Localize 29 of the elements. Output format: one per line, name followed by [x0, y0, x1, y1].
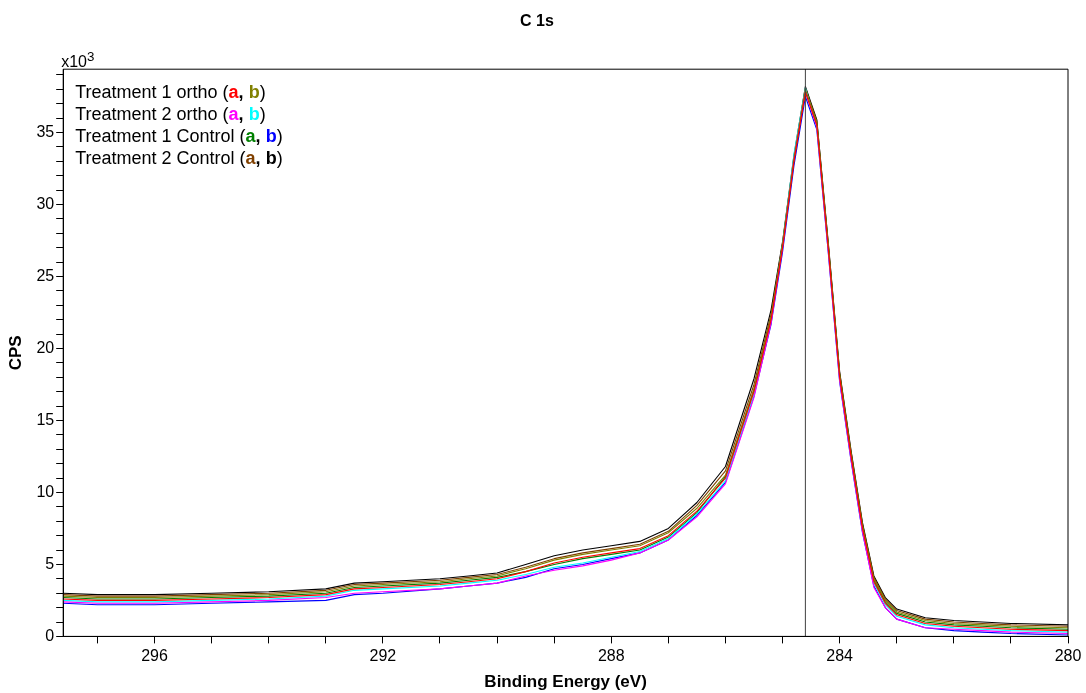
text: a,: [245, 126, 261, 147]
x-tick-label: 280: [1054, 647, 1082, 665]
x-tick-label: 292: [369, 647, 397, 665]
annotation: Treatment 2 ortho (: [75, 104, 229, 125]
annotation: Treatment 1 Control (: [75, 126, 246, 147]
y-axis-title: CPS: [5, 335, 25, 371]
y-tick-label: 5: [45, 554, 55, 572]
x-tick-label: 296: [141, 647, 168, 665]
chart-title: C 1s: [520, 12, 554, 30]
text: b): [248, 104, 266, 125]
x-tick-label: 288: [597, 647, 625, 665]
y-tick-label: 20: [36, 338, 55, 356]
x-tick-label: 284: [826, 647, 854, 665]
y-tick-label: 0: [45, 626, 55, 644]
annotation: Treatment 1 ortho (: [75, 82, 229, 103]
text: b): [248, 82, 266, 103]
y-tick-label: 15: [36, 410, 55, 428]
y-tick-label: 35: [36, 122, 55, 140]
text: a,: [228, 82, 244, 103]
text: b): [265, 148, 283, 169]
y-tick-label: 10: [36, 482, 55, 500]
text: a,: [228, 104, 244, 125]
x-axis-title: Binding Energy (eV): [484, 672, 647, 692]
annotation: Treatment 2 Control (: [75, 148, 246, 169]
annotation: x10$^{3}$: [61, 49, 95, 72]
y-tick-label: 25: [36, 266, 55, 284]
y-tick-label: 30: [36, 194, 55, 212]
text: a,: [245, 148, 261, 169]
text: b): [265, 126, 283, 147]
